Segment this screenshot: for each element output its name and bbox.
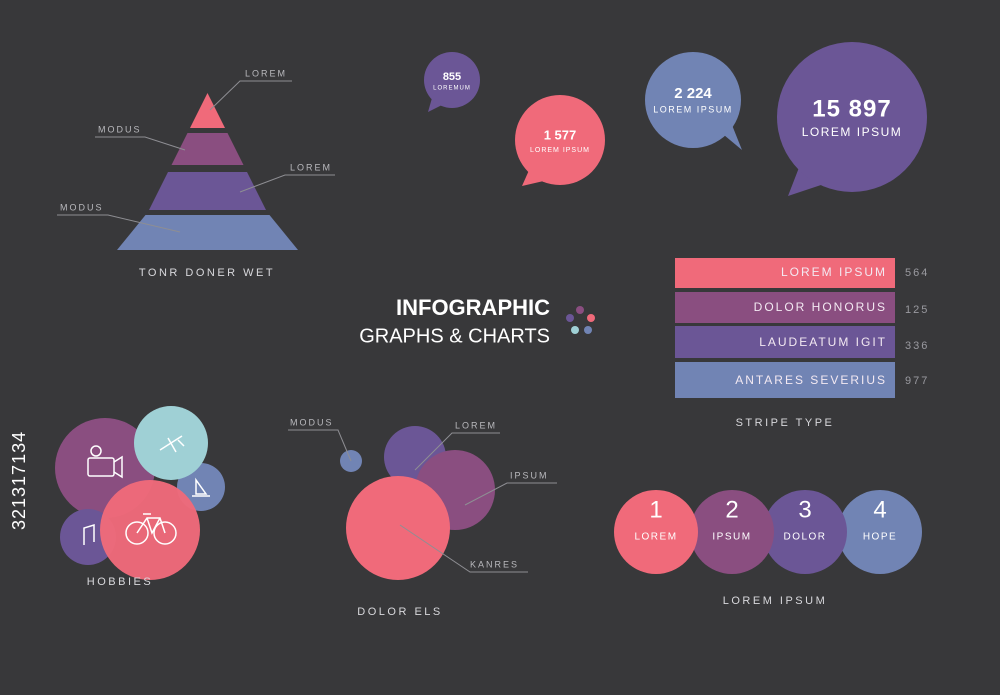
stripe-label: ANTARES SEVERIUS <box>735 373 887 387</box>
pyramid-label: LOREM <box>245 68 287 78</box>
bubble-label: LOREMUM <box>433 86 471 92</box>
leader-line <box>414 432 500 471</box>
bubble <box>777 42 927 192</box>
bubble-value: 1 577 <box>544 127 577 142</box>
dot <box>576 306 584 314</box>
pyramid-layer <box>171 133 244 165</box>
stripe-label: LOREM IPSUM <box>781 265 887 279</box>
bubble-value: 15 897 <box>812 95 891 122</box>
leader-line <box>399 524 528 573</box>
dot <box>566 314 574 322</box>
plane-icon <box>159 435 185 453</box>
step-label: DOLOR <box>783 532 826 543</box>
leader-line <box>95 136 186 151</box>
bike-icon <box>136 513 166 535</box>
bubble-value: 855 <box>443 71 461 83</box>
dots <box>566 306 595 334</box>
cluster-label: LOREM <box>455 420 497 430</box>
step-number: 3 <box>798 496 811 523</box>
stripe-value: 564 <box>905 267 929 279</box>
title: INFOGRAPHIC <box>396 295 550 320</box>
stripe-label: LAUDEATUM IGIT <box>759 335 887 349</box>
stripe-value: 336 <box>905 340 929 352</box>
cluster-label: KANRES <box>470 559 519 569</box>
camera-icon <box>113 455 123 479</box>
boat-icon <box>192 477 210 497</box>
pyramid: LOREM MODUS LOREM MODUS TONR DONER WET <box>57 68 335 279</box>
circle-cluster: MODUS LOREM IPSUM KANRES DOLOR ELS <box>288 417 557 618</box>
pyramid-layer <box>149 172 266 210</box>
bubbles: 855 LOREMUM 1 577 LOREM IPSUM 2 224 LORE… <box>424 42 927 196</box>
hobbies: HOBBIES <box>55 406 225 588</box>
steps: 1 2 3 4 LOREM IPSUM DOLOR HOPE LOREM IPS… <box>614 490 922 607</box>
caption: TONR DONER WET <box>139 267 275 279</box>
icons <box>83 435 210 545</box>
bubble-tail <box>788 165 830 196</box>
subtitle: GRAPHS & CHARTS <box>359 325 550 347</box>
step-circle <box>763 490 847 574</box>
step-circle <box>690 490 774 574</box>
stripe-value: 977 <box>905 375 929 387</box>
camera-icon <box>90 445 102 457</box>
leader-line <box>57 214 181 233</box>
bubble-label: LOREM IPSUM <box>653 104 733 114</box>
bike-icon <box>153 521 177 545</box>
stock-id: 321317134 <box>9 431 29 530</box>
caption: STRIPE TYPE <box>736 417 835 429</box>
leader-line <box>209 80 292 111</box>
leader-line <box>464 482 557 506</box>
cluster-label: MODUS <box>290 417 334 427</box>
bubble-label: LOREM IPSUM <box>530 147 590 154</box>
stripe-value: 125 <box>905 304 929 316</box>
step-label: LOREM <box>634 532 677 543</box>
caption: LOREM IPSUM <box>723 595 828 607</box>
bubble-tail <box>428 98 444 112</box>
leader-line <box>239 174 335 193</box>
step-label: HOPE <box>863 532 897 543</box>
dot <box>571 326 579 334</box>
stripe <box>675 362 895 398</box>
step-circle <box>614 490 698 574</box>
pyramid-label: MODUS <box>98 124 142 134</box>
stripe <box>675 326 895 358</box>
pyramid-label: LOREM <box>290 162 332 172</box>
caption: DOLOR ELS <box>357 606 442 618</box>
bike-icon <box>125 521 149 545</box>
pyramid-layer <box>190 93 225 128</box>
cluster-label: IPSUM <box>510 470 549 480</box>
camera-icon <box>87 457 115 477</box>
stripe-label: DOLOR HONORUS <box>754 300 887 314</box>
cluster-circle <box>346 476 450 580</box>
leader-line <box>288 429 352 462</box>
bubble-value: 2 224 <box>674 85 712 102</box>
bubble-label: LOREM IPSUM <box>802 125 903 139</box>
dot <box>584 326 592 334</box>
caption: HOBBIES <box>87 576 153 588</box>
step-label: IPSUM <box>712 532 751 543</box>
step-number: 1 <box>649 496 662 523</box>
music-icon <box>83 523 95 545</box>
stripe <box>675 258 895 288</box>
bubble <box>645 52 741 148</box>
dot <box>587 314 595 322</box>
stripe <box>675 292 895 323</box>
step-number: 2 <box>725 496 738 523</box>
step-number: 4 <box>873 496 886 523</box>
pyramid-label: MODUS <box>60 202 104 212</box>
hobby-circle <box>100 480 200 580</box>
step-circle <box>838 490 922 574</box>
bubble <box>424 52 480 108</box>
bubble <box>515 95 605 185</box>
stripes: LOREM IPSUM DOLOR HONORUS LAUDEATUM IGIT… <box>675 258 929 429</box>
pyramid-layer <box>117 215 298 250</box>
